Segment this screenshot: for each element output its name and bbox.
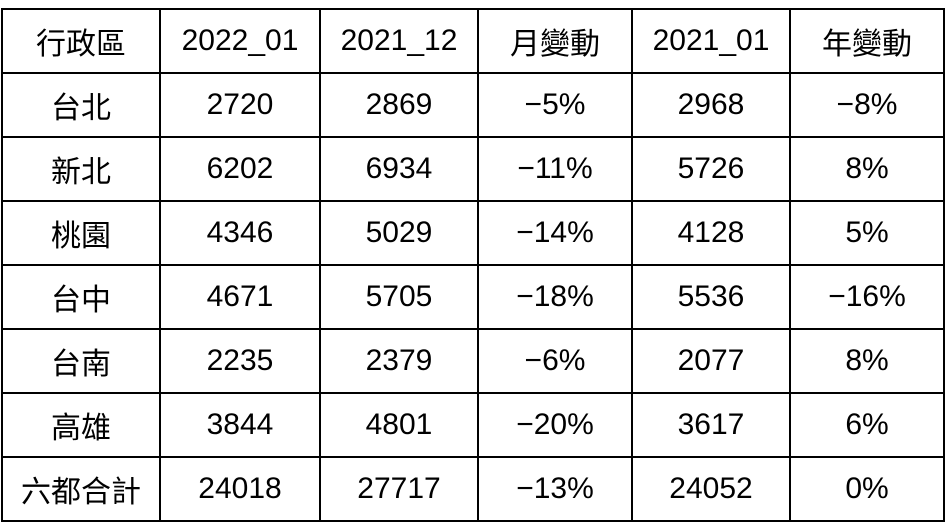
table-cell: 3617 — [632, 393, 790, 457]
table-row: 桃園43465029−14%41285% — [2, 201, 944, 265]
table-cell: −11% — [478, 137, 632, 201]
table-cell: 4346 — [160, 201, 320, 265]
table-cell: 24018 — [160, 457, 320, 521]
table-cell: −20% — [478, 393, 632, 457]
table-cell: 2968 — [632, 73, 790, 137]
table-row: 六都合計2401827717−13%240520% — [2, 457, 944, 521]
table-cell: 6934 — [320, 137, 478, 201]
table-cell: 4801 — [320, 393, 478, 457]
table-row: 台北27202869−5%2968−8% — [2, 73, 944, 137]
table-header-row: 行政區 2022_01 2021_12 月變動 2021_01 年變動 — [2, 9, 944, 73]
table-container: 行政區 2022_01 2021_12 月變動 2021_01 年變動 台北27… — [0, 0, 946, 530]
table-cell: −13% — [478, 457, 632, 521]
table-cell: 4128 — [632, 201, 790, 265]
table-cell: 5705 — [320, 265, 478, 329]
table-cell: 27717 — [320, 457, 478, 521]
table-cell: 高雄 — [2, 393, 160, 457]
table-cell: 8% — [790, 137, 944, 201]
table-cell: 2235 — [160, 329, 320, 393]
table-cell: 5% — [790, 201, 944, 265]
table-cell: −6% — [478, 329, 632, 393]
table-cell: −8% — [790, 73, 944, 137]
table-cell: −18% — [478, 265, 632, 329]
table-cell: 6% — [790, 393, 944, 457]
table-row: 台中46715705−18%5536−16% — [2, 265, 944, 329]
data-table: 行政區 2022_01 2021_12 月變動 2021_01 年變動 台北27… — [1, 8, 945, 522]
table-cell: 5536 — [632, 265, 790, 329]
table-cell: 台中 — [2, 265, 160, 329]
table-cell: 5726 — [632, 137, 790, 201]
table-cell: −5% — [478, 73, 632, 137]
table-body: 台北27202869−5%2968−8%新北62026934−11%57268%… — [2, 73, 944, 521]
table-cell: 3844 — [160, 393, 320, 457]
col-header: 年變動 — [790, 9, 944, 73]
table-cell: 台南 — [2, 329, 160, 393]
col-header: 月變動 — [478, 9, 632, 73]
table-cell: 台北 — [2, 73, 160, 137]
table-cell: 六都合計 — [2, 457, 160, 521]
table-cell: 4671 — [160, 265, 320, 329]
table-row: 高雄38444801−20%36176% — [2, 393, 944, 457]
table-cell: 2720 — [160, 73, 320, 137]
table-cell: 桃園 — [2, 201, 160, 265]
table-cell: 2077 — [632, 329, 790, 393]
table-row: 台南22352379−6%20778% — [2, 329, 944, 393]
table-cell: 2869 — [320, 73, 478, 137]
col-header: 2021_01 — [632, 9, 790, 73]
table-cell: 8% — [790, 329, 944, 393]
table-cell: 0% — [790, 457, 944, 521]
col-header: 2021_12 — [320, 9, 478, 73]
table-cell: −16% — [790, 265, 944, 329]
table-cell: −14% — [478, 201, 632, 265]
table-cell: 24052 — [632, 457, 790, 521]
table-row: 新北62026934−11%57268% — [2, 137, 944, 201]
table-cell: 5029 — [320, 201, 478, 265]
col-header: 2022_01 — [160, 9, 320, 73]
table-cell: 新北 — [2, 137, 160, 201]
col-header: 行政區 — [2, 9, 160, 73]
table-cell: 6202 — [160, 137, 320, 201]
table-cell: 2379 — [320, 329, 478, 393]
